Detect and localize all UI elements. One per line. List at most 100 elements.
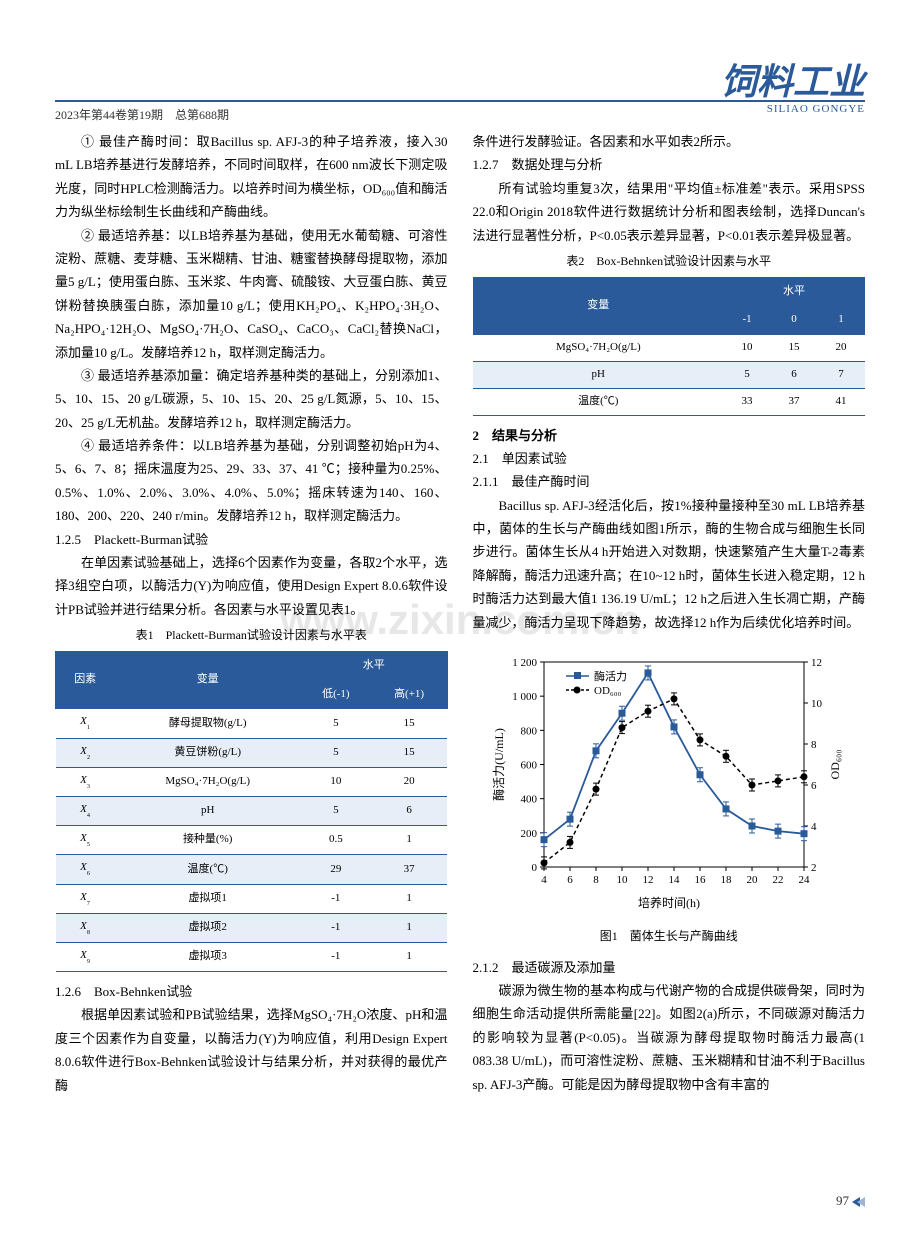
table-cell: 20 xyxy=(371,767,447,796)
table-cell: -1 xyxy=(301,884,372,913)
t1-h-factor: 因素 xyxy=(56,651,115,709)
t1-h-var: 变量 xyxy=(115,651,301,709)
heading-2: 2 结果与分析 xyxy=(473,424,866,447)
svg-text:4: 4 xyxy=(811,821,817,833)
svg-text:8: 8 xyxy=(593,874,599,886)
heading-212: 2.1.2 最适碳源及添加量 xyxy=(473,956,866,979)
para-1: ① 最佳产酶时间：取Bacillus sp. AFJ-3的种子培养液，接入30 … xyxy=(55,130,448,224)
table-cell: 虚拟项1 xyxy=(115,884,301,913)
table-2: 表2 Box-Behnken试验设计因素与水平 变量 水平 -1 0 1 MgS… xyxy=(473,251,866,416)
table-row: X₃MgSO₄·7H₂O(g/L)1020 xyxy=(56,767,448,796)
table-cell: 10 xyxy=(301,767,372,796)
two-column-content: ① 最佳产酶时间：取Bacillus sp. AFJ-3的种子培养液，接入30 … xyxy=(55,130,865,1097)
table-1-caption: 表1 Plackett-Burman试验设计因素与水平表 xyxy=(55,625,448,647)
table-cell: X₉ xyxy=(56,942,115,971)
table-row: X₈虚拟项2-11 xyxy=(56,913,448,942)
table-2-caption: 表2 Box-Behnken试验设计因素与水平 xyxy=(473,251,866,273)
para-r1: 条件进行发酵验证。各因素和水平如表2所示。 xyxy=(473,130,866,153)
figure-1-caption: 图1 菌体生长与产酶曲线 xyxy=(473,926,866,948)
table-cell: 15 xyxy=(371,738,447,767)
para-3: ③ 最适培养基添加量：确定培养基种类的基础上，分别添加1、5、10、15、20 … xyxy=(55,364,448,434)
table-cell: X₇ xyxy=(56,884,115,913)
svg-text:10: 10 xyxy=(811,698,823,710)
svg-text:14: 14 xyxy=(668,874,680,886)
table-cell: 1 xyxy=(371,826,447,855)
svg-text:20: 20 xyxy=(746,874,758,886)
t1-body: X₁酵母提取物(g/L)515X₂黄豆饼粉(g/L)515X₃MgSO₄·7H₂… xyxy=(56,709,448,972)
svg-text:16: 16 xyxy=(694,874,706,886)
table-cell: -1 xyxy=(301,942,372,971)
svg-text:24: 24 xyxy=(798,874,810,886)
table-cell: 20 xyxy=(818,335,865,362)
table-cell: 温度(℃) xyxy=(115,855,301,884)
table-row: X₂黄豆饼粉(g/L)515 xyxy=(56,738,448,767)
table-cell: MgSO₄·7H₂O(g/L) xyxy=(115,767,301,796)
svg-text:6: 6 xyxy=(811,780,817,792)
table-cell: 6 xyxy=(371,796,447,825)
table-cell: 虚拟项2 xyxy=(115,913,301,942)
table-cell: 5 xyxy=(724,361,771,388)
table-cell: 15 xyxy=(371,709,447,738)
table-cell: X₈ xyxy=(56,913,115,942)
table-cell: 1 xyxy=(371,942,447,971)
svg-text:12: 12 xyxy=(811,657,822,669)
table-cell: 5 xyxy=(301,709,372,738)
table-cell: X₆ xyxy=(56,855,115,884)
svg-text:0: 0 xyxy=(531,862,537,874)
table-cell: MgSO₄·7H₂O(g/L) xyxy=(473,335,724,362)
table-row: X₇虚拟项1-11 xyxy=(56,884,448,913)
table-cell: X₂ xyxy=(56,738,115,767)
table-row: X₅接种量(%)0.51 xyxy=(56,826,448,855)
table-cell: 5 xyxy=(301,796,372,825)
para-r2: 所有试验均重复3次，结果用"平均值±标准差"表示。采用SPSS 22.0和Ori… xyxy=(473,177,866,247)
table-row: X₁酵母提取物(g/L)515 xyxy=(56,709,448,738)
heading-125: 1.2.5 Plackett-Burman试验 xyxy=(55,528,448,551)
table-cell: 41 xyxy=(818,388,865,415)
table-cell: X₁ xyxy=(56,709,115,738)
table-cell: 酵母提取物(g/L) xyxy=(115,709,301,738)
svg-text:培养时间(h): 培养时间(h) xyxy=(638,895,700,910)
para-5: 在单因素试验基础上，选择6个因素作为变量，各取2个水平，选择3组空白项，以酶活力… xyxy=(55,551,448,621)
table-row: 温度(℃)333741 xyxy=(473,388,865,415)
para-r4: 碳源为微生物的基本构成与代谢产物的合成提供碳骨架，同时为细胞生命活动提供所需能量… xyxy=(473,979,866,1096)
table-cell: 接种量(%) xyxy=(115,826,301,855)
svg-text:18: 18 xyxy=(720,874,732,886)
table-cell: 29 xyxy=(301,855,372,884)
t1-sh-low: 低(-1) xyxy=(301,680,372,709)
table-cell: 0.5 xyxy=(301,826,372,855)
t2-sh-0: 0 xyxy=(771,306,818,335)
svg-text:酶活力(U/mL): 酶活力(U/mL) xyxy=(491,728,506,801)
t2-h-var: 变量 xyxy=(473,277,724,335)
issue-meta: 2023年第44卷第19期 总第688期 xyxy=(55,105,229,127)
svg-text:10: 10 xyxy=(616,874,628,886)
svg-text:2: 2 xyxy=(811,862,817,874)
page-number: 97 xyxy=(836,1189,865,1212)
t1-h-level: 水平 xyxy=(301,651,447,680)
para-r3: Bacillus sp. AFJ-3经活化后，按1%接种量接种至30 mL LB… xyxy=(473,494,866,634)
para-6: 根据单因素试验和PB试验结果，选择MgSO₄·7H₂O浓度、pH和温度三个因素作… xyxy=(55,1003,448,1097)
table-cell: X₃ xyxy=(56,767,115,796)
table-cell: 10 xyxy=(724,335,771,362)
heading-126: 1.2.6 Box-Behnken试验 xyxy=(55,980,448,1003)
heading-211: 2.1.1 最佳产酶时间 xyxy=(473,470,866,493)
svg-text:800: 800 xyxy=(520,725,537,737)
t2-sh-1: 1 xyxy=(818,306,865,335)
page-arrow-icon-2 xyxy=(857,1197,865,1207)
para-4: ④ 最适培养条件：以LB培养基为基础，分别调整初始pH为4、5、6、7、8；摇床… xyxy=(55,434,448,528)
table-cell: 温度(℃) xyxy=(473,388,724,415)
table-cell: X₄ xyxy=(56,796,115,825)
t1-sh-high: 高(+1) xyxy=(371,680,447,709)
svg-text:600: 600 xyxy=(520,760,537,772)
table-cell: 虚拟项3 xyxy=(115,942,301,971)
table-cell: 1 xyxy=(371,913,447,942)
svg-text:200: 200 xyxy=(520,828,537,840)
table-cell: 37 xyxy=(371,855,447,884)
table-cell: pH xyxy=(473,361,724,388)
heading-21: 2.1 单因素试验 xyxy=(473,447,866,470)
right-column: 条件进行发酵验证。各因素和水平如表2所示。 1.2.7 数据处理与分析 所有试验… xyxy=(473,130,866,1097)
table-cell: 15 xyxy=(771,335,818,362)
svg-text:8: 8 xyxy=(811,739,817,751)
chart-svg: 02004006008001 0001 20024681012468101214… xyxy=(489,642,849,912)
svg-text:400: 400 xyxy=(520,794,537,806)
svg-text:12: 12 xyxy=(642,874,653,886)
